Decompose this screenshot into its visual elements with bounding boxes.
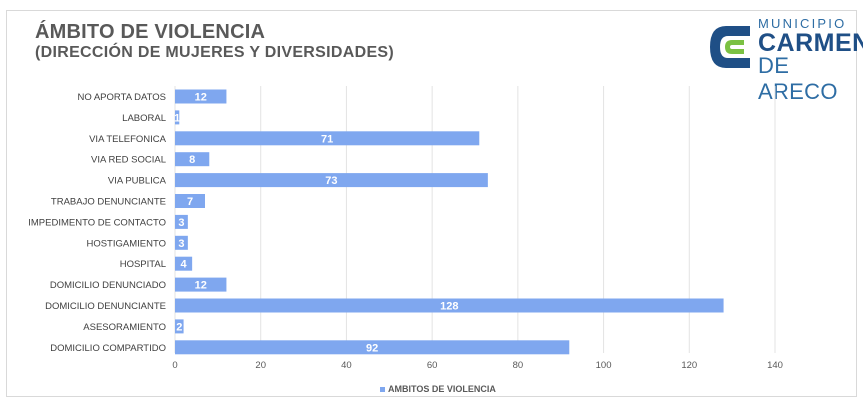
x-tick-label: 40 [341, 360, 352, 371]
x-tick-label: 100 [596, 360, 612, 371]
bar-value-label: 2 [176, 321, 182, 333]
category-label: HOSTIGAMIENTO [86, 238, 166, 249]
bar-value-label: 71 [321, 133, 333, 145]
bar [175, 277, 227, 292]
bar [175, 194, 205, 208]
bar-value-label: 128 [440, 301, 458, 313]
category-label: VIA TELEFONICA [89, 134, 167, 145]
category-label: TRABAJO DENUNCIANTE [51, 197, 166, 208]
category-label: NO APORTA DATOS [77, 92, 166, 103]
bar [175, 214, 188, 229]
bar-value-label: 12 [195, 280, 207, 292]
category-label: DOMICILIO DENUNCIADO [50, 280, 166, 291]
x-tick-label: 140 [767, 360, 783, 371]
x-tick-labels: 0 20 40 60 80 100 120 140 [172, 360, 783, 371]
bar [175, 89, 227, 104]
category-label: VIA PUBLICA [108, 176, 167, 187]
bar [175, 152, 210, 167]
x-tick-label: 20 [255, 360, 266, 371]
x-tick-label: 0 [172, 360, 177, 371]
bar [175, 131, 480, 146]
chart-title: ÁMBITO DE VIOLENCIA [35, 21, 266, 43]
category-label: DOMICILIO DENUNCIANTE [45, 301, 166, 312]
category-label: DOMICILIO COMPARTIDO [50, 343, 166, 354]
category-label: VIA RED SOCIAL [91, 155, 166, 166]
bar-value-label: 3 [178, 217, 184, 229]
bar [175, 110, 180, 125]
gridlines [174, 86, 776, 353]
x-tick-label: 120 [681, 360, 697, 371]
bar [175, 340, 570, 355]
chart-frame [6, 10, 857, 397]
bar [175, 235, 188, 250]
bar-value-label: 8 [189, 154, 195, 166]
legend-label: AMBITOS DE VIOLENCIA [388, 384, 496, 394]
legend-swatch [380, 387, 385, 392]
bar [175, 319, 184, 334]
x-tick-label: 80 [513, 360, 524, 371]
bar [175, 256, 193, 271]
category-label: ASESORAMIENTO [83, 322, 166, 333]
chart-subtitle: (DIRECCIÓN DE MUJERES Y DIVERSIDADES) [35, 44, 395, 61]
legend: AMBITOS DE VIOLENCIA [380, 384, 496, 394]
bar-value-label: 92 [366, 342, 378, 354]
logo-carmen-text: CARMEN [758, 29, 863, 57]
x-tick-label: 60 [427, 360, 438, 371]
bar-value-label: 3 [178, 238, 184, 250]
bar-value-label: 73 [325, 175, 337, 187]
bar-value-label: 1 [174, 112, 180, 124]
bar-value-label: 7 [187, 196, 193, 208]
category-label: IMPEDIMENTO DE CONTACTO [28, 217, 166, 228]
bar-value-label: 12 [195, 92, 207, 104]
bar [175, 298, 724, 313]
category-labels: NO APORTA DATOS LABORAL VIA TELEFONICA VIA … [28, 92, 166, 354]
logo-de-areco-text: DE ARECO [758, 53, 838, 104]
logo-municipio-text: MUNICIPIO [758, 16, 847, 31]
category-label: HOSPITAL [120, 259, 166, 270]
bar [175, 173, 488, 188]
category-label: LABORAL [122, 113, 166, 124]
bar-value-label: 4 [181, 259, 188, 271]
logo-c-mark-icon [710, 26, 750, 68]
municipality-logo: MUNICIPIO CARMEN DE ARECO [706, 16, 863, 104]
